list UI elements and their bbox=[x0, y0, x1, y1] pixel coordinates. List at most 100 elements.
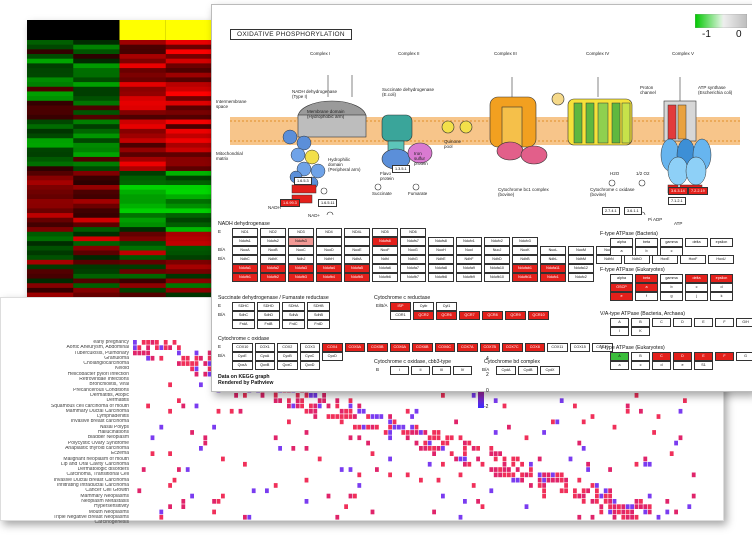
gene-box[interactable] bbox=[316, 237, 342, 246]
gene-box[interactable]: NuoD bbox=[316, 246, 342, 255]
gene-box[interactable]: SDHA bbox=[282, 302, 305, 311]
gene-box[interactable]: SdhA bbox=[282, 311, 305, 320]
gene-box[interactable]: Ndufa3 bbox=[288, 264, 314, 273]
gene-box[interactable]: COX7B bbox=[479, 343, 500, 352]
gene-box[interactable]: COX5B bbox=[367, 343, 388, 352]
gene-box[interactable]: I bbox=[390, 366, 409, 375]
gene-box[interactable]: Ndufa6 bbox=[372, 264, 398, 273]
gene-box[interactable]: Ndufv3 bbox=[512, 237, 538, 246]
gene-box[interactable]: Ndufa4 bbox=[316, 264, 342, 273]
gene-box[interactable]: NuoC bbox=[288, 246, 314, 255]
gene-box[interactable]: Ndufa5 bbox=[344, 264, 370, 273]
gene-box[interactable]: COX7A bbox=[457, 343, 478, 352]
gene-box[interactable]: Ndufb10 bbox=[484, 273, 510, 282]
gene-box[interactable]: QCR10 bbox=[528, 311, 549, 320]
gene-box[interactable]: COX15 bbox=[569, 343, 590, 352]
gene-box[interactable]: Ndufv2 bbox=[484, 237, 510, 246]
gene-box[interactable]: Ndufb3 bbox=[288, 273, 314, 282]
gene-box[interactable]: e bbox=[610, 292, 633, 301]
gene-box[interactable]: NdhM bbox=[568, 255, 594, 264]
gene-box[interactable]: a bbox=[635, 283, 658, 292]
gene-box[interactable]: NuoL bbox=[540, 246, 566, 255]
gene-box[interactable]: SdhB bbox=[307, 311, 330, 320]
gene-box[interactable]: Ndufa9 bbox=[456, 264, 482, 273]
gene-box[interactable]: NuoB bbox=[260, 246, 286, 255]
gene-box[interactable]: Ndufb6 bbox=[372, 273, 398, 282]
gene-box[interactable]: Ndufs2 bbox=[260, 237, 286, 246]
gene-box[interactable]: SDHB bbox=[307, 302, 330, 311]
gene-box[interactable]: QCR9 bbox=[505, 311, 526, 320]
gene-box[interactable]: COX6C bbox=[434, 343, 455, 352]
gene-box[interactable]: Ndufb5 bbox=[344, 273, 370, 282]
gene-box[interactable]: NuoM bbox=[568, 246, 594, 255]
gene-box[interactable]: delta bbox=[685, 238, 708, 247]
gene-box[interactable]: Ndufs8 bbox=[428, 237, 454, 246]
gene-box[interactable]: A bbox=[610, 352, 629, 361]
gene-box[interactable]: D bbox=[673, 318, 692, 327]
gene-box[interactable]: G bbox=[736, 352, 752, 361]
gene-box[interactable]: alpha bbox=[610, 274, 633, 283]
gene-box[interactable]: ND5 bbox=[372, 228, 398, 237]
gene-box[interactable]: c bbox=[631, 361, 650, 370]
gene-box[interactable]: e bbox=[673, 361, 692, 370]
gene-box[interactable]: I bbox=[610, 327, 629, 336]
gene-box[interactable]: NdhJ bbox=[288, 255, 314, 264]
gene-box[interactable]: K bbox=[631, 327, 650, 336]
gene-box[interactable]: Ndufb8 bbox=[428, 273, 454, 282]
gene-box[interactable]: NuoE bbox=[344, 246, 370, 255]
gene-box[interactable]: FrdA bbox=[232, 320, 255, 329]
gene-box[interactable]: CyoE bbox=[232, 352, 253, 361]
gene-box[interactable]: NdhL bbox=[540, 255, 566, 264]
gene-box[interactable]: NdhN bbox=[596, 255, 622, 264]
gene-box[interactable]: II bbox=[411, 366, 430, 375]
gene-box[interactable]: QoxD bbox=[299, 361, 320, 370]
gene-box[interactable]: NdhB bbox=[512, 255, 538, 264]
gene-box[interactable]: QCR6 bbox=[436, 311, 457, 320]
gene-box[interactable]: Ndufa2 bbox=[260, 264, 286, 273]
gene-box[interactable]: NuoF bbox=[372, 246, 398, 255]
gene-box[interactable]: epsilon bbox=[710, 274, 733, 283]
gene-box[interactable]: QoxA bbox=[232, 361, 253, 370]
gene-box[interactable]: Ndufs3 bbox=[288, 237, 314, 246]
gene-box[interactable]: D bbox=[673, 352, 692, 361]
gene-box[interactable]: ND2 bbox=[260, 228, 286, 237]
gene-box[interactable]: Ndufb7 bbox=[400, 273, 426, 282]
gene-box[interactable]: Ndufb2 bbox=[260, 273, 286, 282]
gene-box[interactable]: QCR7 bbox=[459, 311, 480, 320]
gene-box[interactable]: Ndufa10 bbox=[484, 264, 510, 273]
gene-box[interactable]: NdhF bbox=[456, 255, 482, 264]
gene-box[interactable]: C bbox=[652, 318, 671, 327]
gene-box[interactable]: C bbox=[652, 352, 671, 361]
gene-box[interactable]: FrdB bbox=[257, 320, 280, 329]
gene-box[interactable]: COX5A bbox=[344, 343, 365, 352]
gene-box[interactable]: Cyt1 bbox=[436, 302, 457, 311]
gene-box[interactable]: OSCP bbox=[610, 283, 633, 292]
gene-box[interactable]: F bbox=[715, 352, 734, 361]
gene-box[interactable]: NuoI bbox=[456, 246, 482, 255]
gene-box[interactable]: NuoK bbox=[512, 246, 538, 255]
gene-box[interactable]: SdhD bbox=[257, 311, 280, 320]
gene-box[interactable]: NuoJ bbox=[484, 246, 510, 255]
gene-box[interactable]: ND3 bbox=[288, 228, 314, 237]
gene-box[interactable]: ND4 bbox=[316, 228, 342, 237]
gene-box[interactable]: COX4 bbox=[322, 343, 343, 352]
gene-box[interactable]: c bbox=[685, 283, 708, 292]
gene-box[interactable]: NdhA bbox=[344, 255, 370, 264]
gene-box[interactable]: QoxB bbox=[254, 361, 275, 370]
gene-box[interactable]: E bbox=[694, 352, 713, 361]
gene-box[interactable]: B bbox=[631, 352, 650, 361]
gene-box[interactable]: QCR8 bbox=[482, 311, 503, 320]
gene-box[interactable]: F bbox=[715, 318, 734, 327]
gene-box[interactable]: Cytb bbox=[413, 302, 434, 311]
gene-box[interactable]: COX6A bbox=[389, 343, 410, 352]
gene-box[interactable]: Ndufc2 bbox=[568, 273, 594, 282]
gene-box[interactable]: NdhK bbox=[260, 255, 286, 264]
gene-box[interactable]: NdhO bbox=[624, 255, 650, 264]
gene-box[interactable]: FrdD bbox=[307, 320, 330, 329]
gene-box[interactable]: Ndufa7 bbox=[400, 264, 426, 273]
gene-box[interactable]: g bbox=[660, 292, 683, 301]
gene-box[interactable]: B bbox=[631, 318, 650, 327]
gene-box[interactable]: CyoD bbox=[322, 352, 343, 361]
gene-box[interactable]: COX7C bbox=[502, 343, 523, 352]
gene-box[interactable]: IV bbox=[453, 366, 472, 375]
